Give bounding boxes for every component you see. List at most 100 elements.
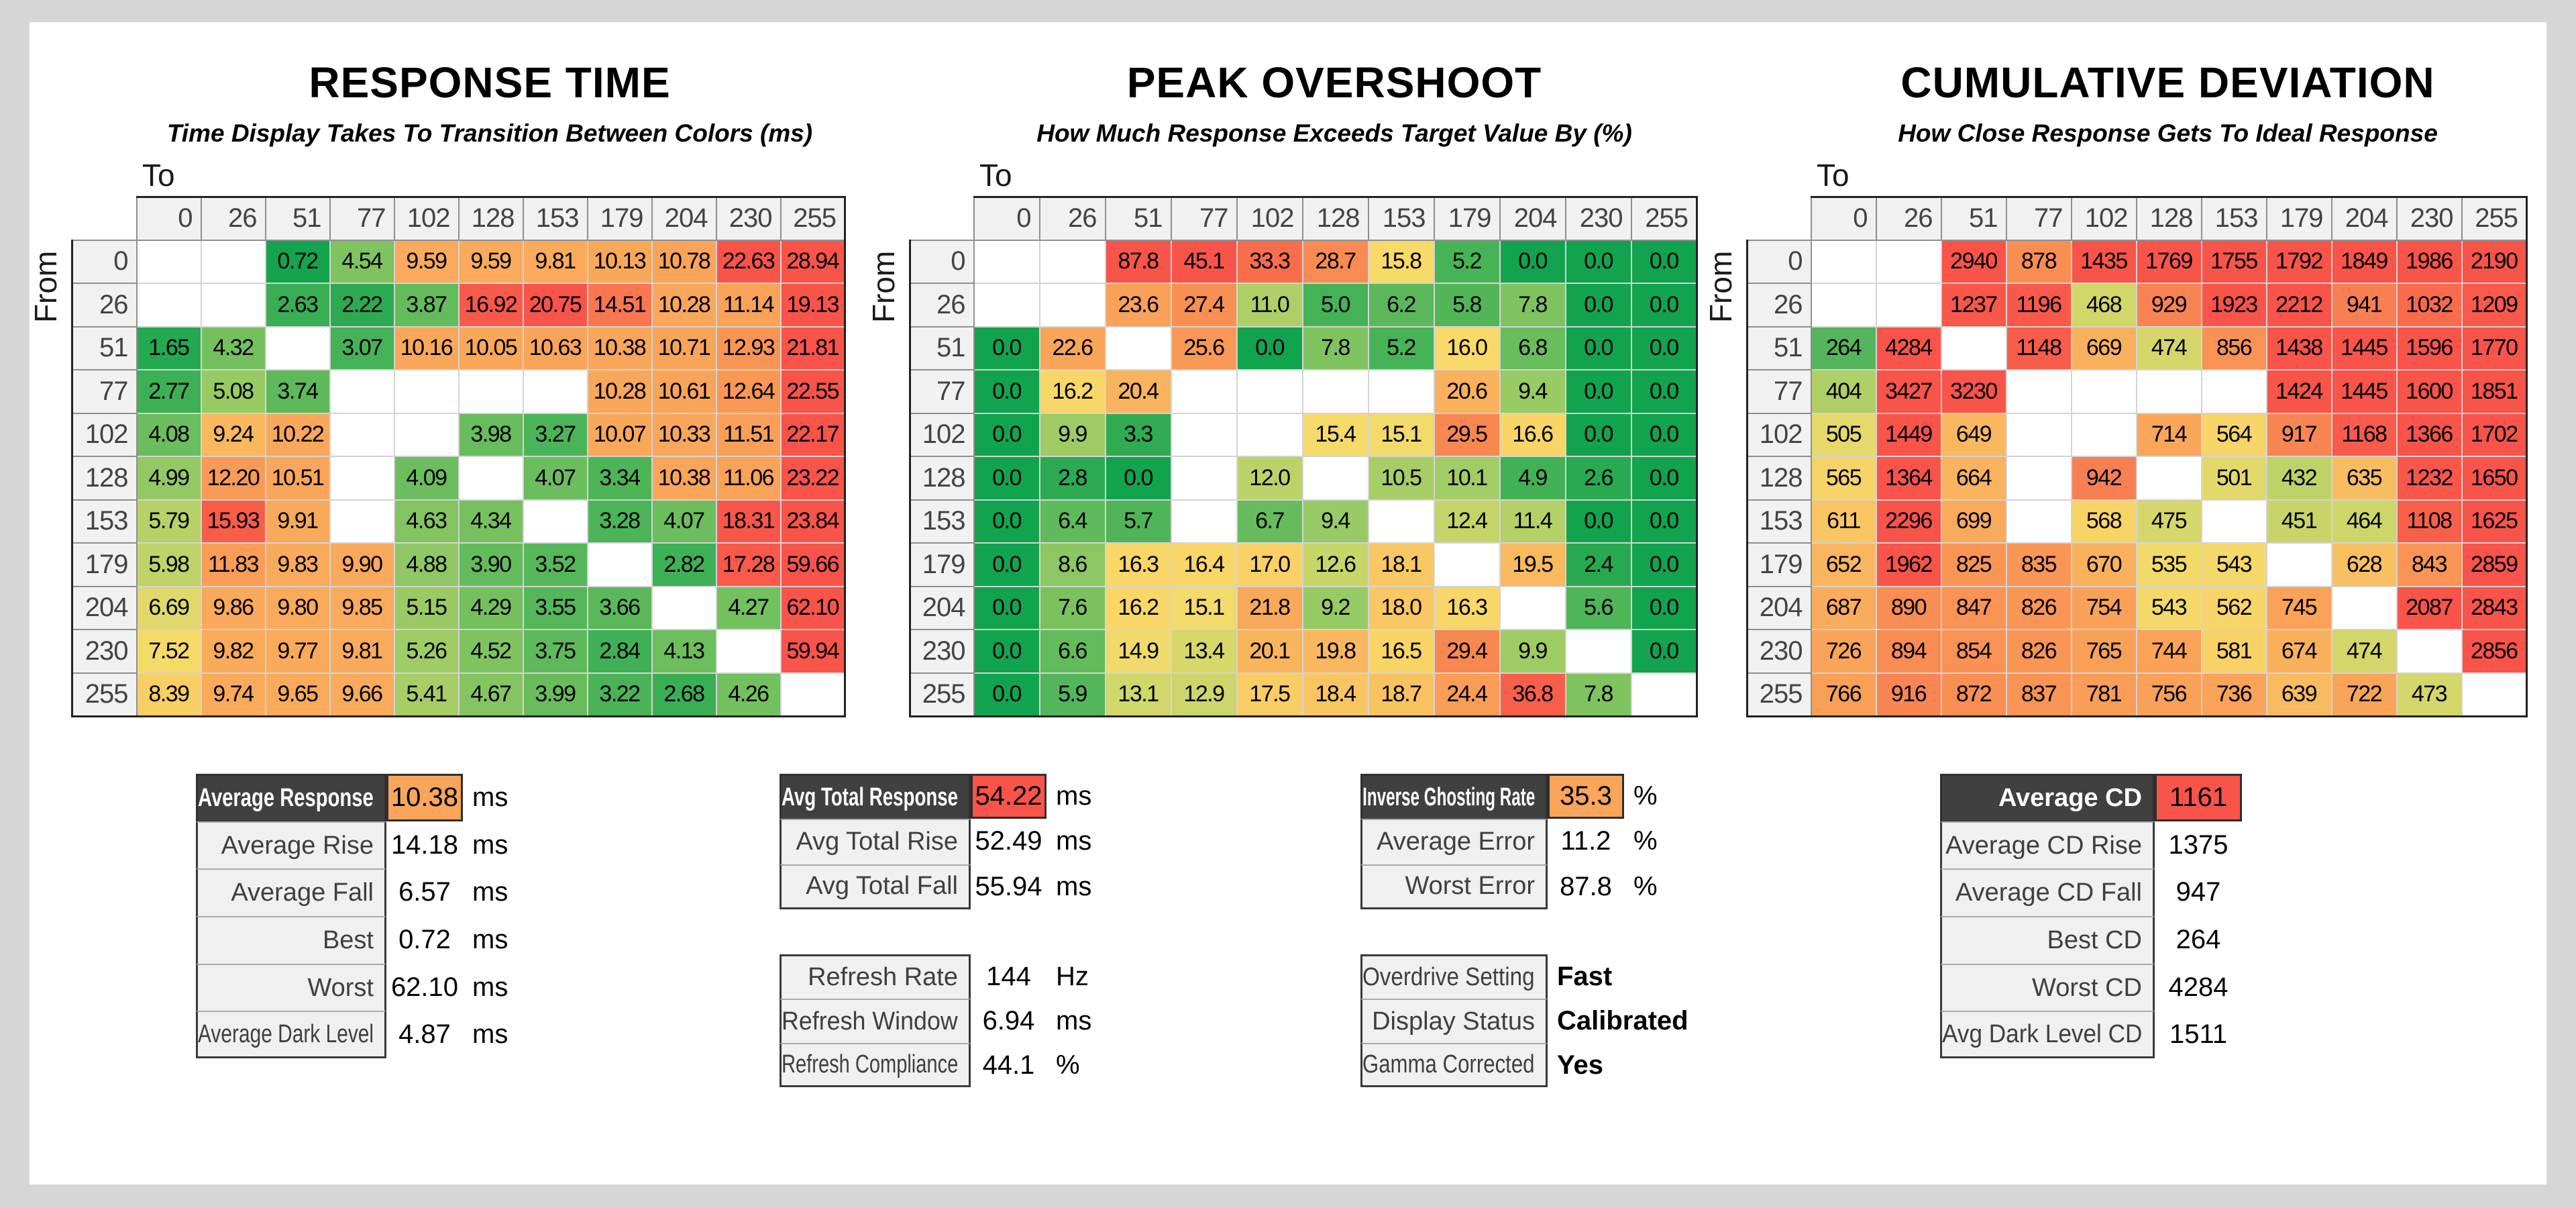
summary-unit: %: [1633, 781, 1658, 811]
heatmap-cell: 9.9: [1499, 629, 1566, 674]
heatmap-cell: 14.51: [586, 283, 653, 328]
heatmap-cell: 0.0: [1104, 456, 1172, 501]
heatmap-cell: 3.3: [1104, 412, 1172, 457]
heatmap-cell: 23.84: [780, 499, 846, 544]
heatmap-cell: 9.65: [264, 672, 331, 717]
heatmap-cell: 9.90: [329, 542, 395, 587]
heatmap-cell: [973, 283, 1040, 328]
heatmap-cell: 9.74: [200, 672, 266, 717]
row-header: 26: [1746, 283, 1812, 328]
heatmap-cell: 2.68: [651, 672, 717, 717]
summary-row: Gamma Corrected Yes: [1360, 1043, 1698, 1087]
row-header: 102: [1746, 412, 1812, 457]
summary-unit: ms: [1056, 826, 1092, 856]
heatmap-cell: 1148: [2005, 325, 2072, 370]
row-header: 51: [71, 325, 138, 370]
heatmap-cell: 929: [2135, 283, 2202, 328]
heatmap-cell: 5.41: [393, 672, 460, 717]
chart-title: PEAK OVERSHOOT: [1126, 58, 1542, 107]
row-header: 0: [1746, 239, 1812, 284]
peak-overshoot-heatmap: 0 26 51 77 102 128 153 179 204 230 255 0 87.8 45.1 33.…: [909, 196, 1698, 717]
summary-label: Average Dark Level: [196, 1011, 386, 1059]
row-header: 77: [909, 369, 975, 414]
heatmap-cell: 0.0: [1630, 412, 1698, 457]
heatmap-cell: 0.0: [1630, 542, 1698, 587]
to-axis-label: To: [979, 158, 1012, 193]
summary-value: 947: [2176, 877, 2221, 907]
heatmap-cell: 404: [1810, 369, 1877, 414]
heatmap-cell: 1962: [1875, 542, 1942, 587]
col-header: 102: [2070, 196, 2137, 241]
heatmap-cell: 12.20: [200, 456, 266, 501]
col-header: 102: [393, 196, 460, 241]
heatmap-cell: 687: [1810, 585, 1877, 630]
heatmap-cell: [458, 369, 524, 414]
heatmap-cell: 6.69: [136, 585, 202, 630]
summary-row: Refresh Compliance 44.1%: [780, 1043, 1091, 1087]
heatmap-cell: 10.38: [586, 325, 653, 370]
heatmap-cell: 20.75: [522, 283, 588, 328]
col-header: 77: [2005, 196, 2072, 241]
col-header: 51: [264, 196, 331, 241]
heatmap-cell: [264, 325, 331, 370]
summary-row: Worst 62.10 ms: [196, 963, 508, 1011]
heatmap-cell: 754: [2070, 585, 2137, 630]
heatmap-cell: 7.52: [136, 629, 202, 674]
summary-value: 14.18: [390, 829, 459, 860]
heatmap-cell: 664: [1940, 456, 2007, 501]
chart-title: CUMULATIVE DEVIATION: [1900, 58, 2435, 107]
heatmap-cell: 652: [1810, 542, 1877, 587]
heatmap-cell: 9.91: [264, 499, 331, 544]
heatmap-cell: 1209: [2461, 283, 2528, 328]
summary-row: Average CD Fall 947: [1940, 868, 2251, 917]
summary-unit: Hz: [1056, 961, 1089, 991]
heatmap-cell: [2461, 672, 2528, 717]
heatmap-cell: 649: [1940, 412, 2007, 457]
heatmap-cell: 942: [2070, 456, 2137, 501]
summary-unit: [2242, 1011, 2251, 1058]
heatmap-cell: 1770: [2461, 325, 2528, 370]
heatmap-cell: [2005, 456, 2072, 501]
heatmap-cell: 5.2: [1367, 325, 1435, 370]
heatmap-cell: 9.9: [1038, 412, 1106, 457]
heatmap-cell: 639: [2265, 672, 2332, 717]
heatmap-cell: [200, 239, 266, 284]
heatmap-cell: 11.06: [715, 456, 782, 501]
row-header: 26: [909, 283, 975, 328]
heatmap-cell: 18.31: [715, 499, 782, 544]
heatmap-cell: 19.13: [780, 283, 846, 328]
heatmap-cell: 21.8: [1236, 585, 1303, 630]
heatmap-cell: 3.90: [458, 542, 524, 587]
row-header: 26: [71, 283, 138, 328]
heatmap-cell: 9.66: [329, 672, 395, 717]
chart-subtitle: How Much Response Exceeds Target Value B…: [1036, 119, 1632, 147]
heatmap-cell: 0.0: [1630, 325, 1698, 370]
row-header: 102: [71, 412, 138, 457]
summary-unit: %: [1633, 826, 1658, 856]
heatmap-cell: 4.26: [715, 672, 782, 717]
row-header: 230: [1746, 629, 1812, 674]
heatmap-cell: 5.0: [1301, 283, 1369, 328]
heatmap-cell: [1630, 672, 1698, 717]
heatmap-cell: 1449: [1875, 412, 1942, 457]
summary-row: Average Error 11.2%: [1360, 819, 1658, 864]
heatmap-cell: [458, 456, 524, 501]
heatmap-cell: 474: [2330, 629, 2398, 674]
heatmap-cell: 19.8: [1301, 629, 1369, 674]
summary-value: 54.22: [971, 774, 1046, 819]
summary-value: 10.38: [386, 774, 463, 821]
heatmap-cell: 14.9: [1104, 629, 1172, 674]
summary-label: Average Fall: [196, 868, 386, 917]
heatmap-cell: [651, 585, 717, 630]
heatmap-cell: 3.34: [586, 456, 653, 501]
col-header: 0: [1810, 196, 1877, 241]
col-header: 204: [651, 196, 717, 241]
heatmap-cell: 6.4: [1038, 499, 1106, 544]
row-header: 51: [909, 325, 975, 370]
heatmap-cell: 18.1: [1367, 542, 1435, 587]
heatmap-cell: 1364: [1875, 456, 1942, 501]
heatmap-cell: 23.6: [1104, 283, 1172, 328]
heatmap-cell: 12.64: [715, 369, 782, 414]
heatmap-cell: 1108: [2396, 499, 2463, 544]
heatmap-cell: 9.82: [200, 629, 266, 674]
